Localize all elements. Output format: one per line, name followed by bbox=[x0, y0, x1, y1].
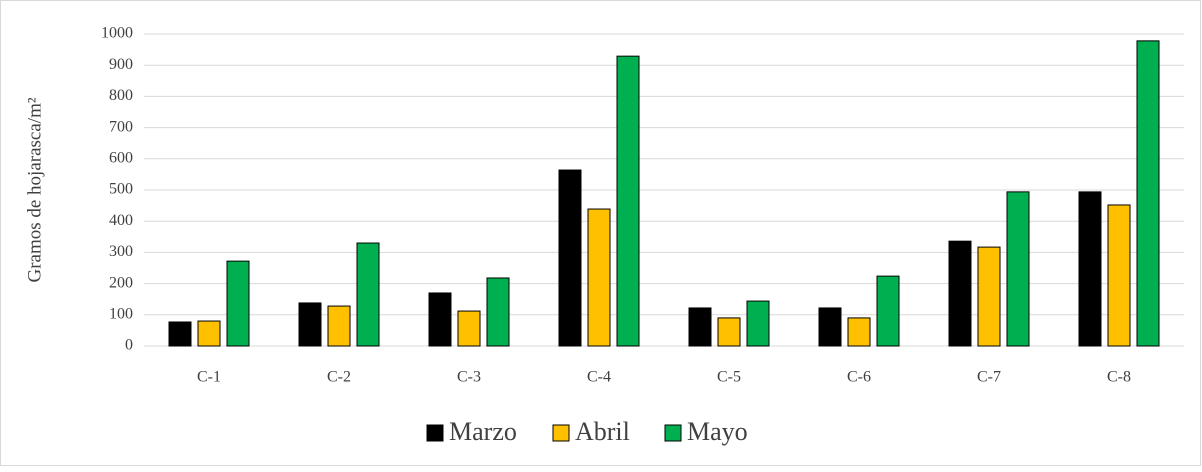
x-tick-label: C-4 bbox=[587, 369, 611, 386]
y-tick-label: 0 bbox=[125, 337, 133, 354]
y-tick-label: 500 bbox=[109, 181, 133, 198]
legend-swatch bbox=[426, 424, 444, 442]
legend-label: Abril bbox=[575, 417, 630, 446]
y-tick-label: 100 bbox=[109, 305, 133, 322]
bar bbox=[1136, 40, 1160, 347]
legend-label: Marzo bbox=[449, 417, 517, 446]
bar bbox=[818, 307, 842, 347]
y-tick-label: 400 bbox=[109, 212, 133, 229]
bar bbox=[746, 300, 770, 347]
x-tick-label: C-5 bbox=[717, 369, 741, 386]
x-tick-label: C-2 bbox=[327, 369, 351, 386]
y-tick-label: 800 bbox=[109, 87, 133, 104]
x-tick-label: C-8 bbox=[1107, 369, 1131, 386]
bar bbox=[1107, 204, 1131, 347]
bar bbox=[197, 320, 221, 347]
y-tick-label: 200 bbox=[109, 274, 133, 291]
y-tick-label: 900 bbox=[109, 56, 133, 73]
y-axis-label: Gramos de hojarasca/m² bbox=[24, 97, 45, 282]
bar bbox=[616, 55, 640, 347]
bar bbox=[717, 317, 741, 347]
bar bbox=[457, 310, 481, 347]
y-tick-label: 700 bbox=[109, 118, 133, 135]
y-tick-label: 1000 bbox=[101, 25, 133, 42]
bar bbox=[558, 169, 582, 347]
legend-label: Mayo bbox=[687, 417, 748, 446]
bar bbox=[1078, 191, 1102, 347]
bar bbox=[587, 208, 611, 347]
bar bbox=[688, 307, 712, 347]
bar bbox=[168, 321, 192, 347]
y-tick-label: 300 bbox=[109, 243, 133, 260]
bar bbox=[948, 240, 972, 347]
bar bbox=[428, 292, 452, 347]
bar bbox=[226, 260, 250, 347]
bar bbox=[977, 246, 1001, 347]
bar bbox=[486, 277, 510, 347]
bar bbox=[1006, 191, 1030, 347]
x-tick-label: C-1 bbox=[197, 369, 221, 386]
legend-swatch bbox=[552, 424, 570, 442]
x-tick-label: C-3 bbox=[457, 369, 481, 386]
legend-swatch bbox=[664, 424, 682, 442]
bar bbox=[356, 242, 380, 347]
x-tick-label: C-7 bbox=[977, 369, 1001, 386]
bar bbox=[327, 305, 351, 347]
bar bbox=[847, 317, 871, 347]
bar bbox=[298, 302, 322, 347]
y-tick-label: 600 bbox=[109, 149, 133, 166]
x-tick-label: C-6 bbox=[847, 369, 871, 386]
bar bbox=[876, 275, 900, 347]
